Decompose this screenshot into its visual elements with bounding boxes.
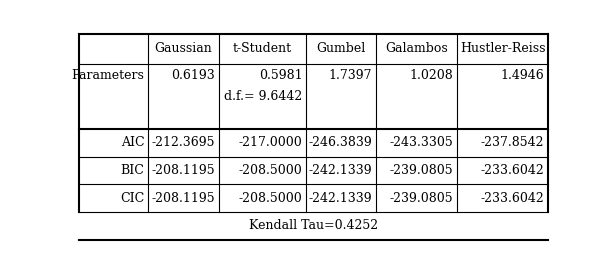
Text: -212.3695: -212.3695 [151,136,215,149]
Text: BIC: BIC [121,164,145,177]
Text: Gaussian: Gaussian [155,42,212,55]
Text: CIC: CIC [120,192,145,205]
Text: Kendall Tau=0.4252: Kendall Tau=0.4252 [249,220,378,233]
Text: -233.6042: -233.6042 [481,164,544,177]
Text: -242.1339: -242.1339 [308,164,372,177]
Text: d.f.= 9.6442: d.f.= 9.6442 [224,90,303,103]
Text: -239.0805: -239.0805 [390,164,453,177]
Text: 0.6193: 0.6193 [171,69,215,82]
Text: -246.3839: -246.3839 [308,136,372,149]
Text: 1.0208: 1.0208 [409,69,453,82]
Text: 0.5981: 0.5981 [259,69,303,82]
Text: -208.5000: -208.5000 [239,192,303,205]
Text: Hustler-Reiss: Hustler-Reiss [460,42,545,55]
Text: Gumbel: Gumbel [316,42,365,55]
Text: -217.0000: -217.0000 [239,136,303,149]
Text: -239.0805: -239.0805 [390,192,453,205]
Text: -243.3305: -243.3305 [390,136,453,149]
Text: -242.1339: -242.1339 [308,192,372,205]
Text: Galambos: Galambos [385,42,448,55]
Text: 1.4946: 1.4946 [501,69,544,82]
Text: -208.1195: -208.1195 [151,192,215,205]
Text: -208.5000: -208.5000 [239,164,303,177]
Text: 1.7397: 1.7397 [328,69,372,82]
Text: -233.6042: -233.6042 [481,192,544,205]
Text: -237.8542: -237.8542 [481,136,544,149]
Text: AIC: AIC [121,136,145,149]
Text: -208.1195: -208.1195 [151,164,215,177]
Text: Parameters: Parameters [71,69,145,82]
Text: t-Student: t-Student [233,42,292,55]
